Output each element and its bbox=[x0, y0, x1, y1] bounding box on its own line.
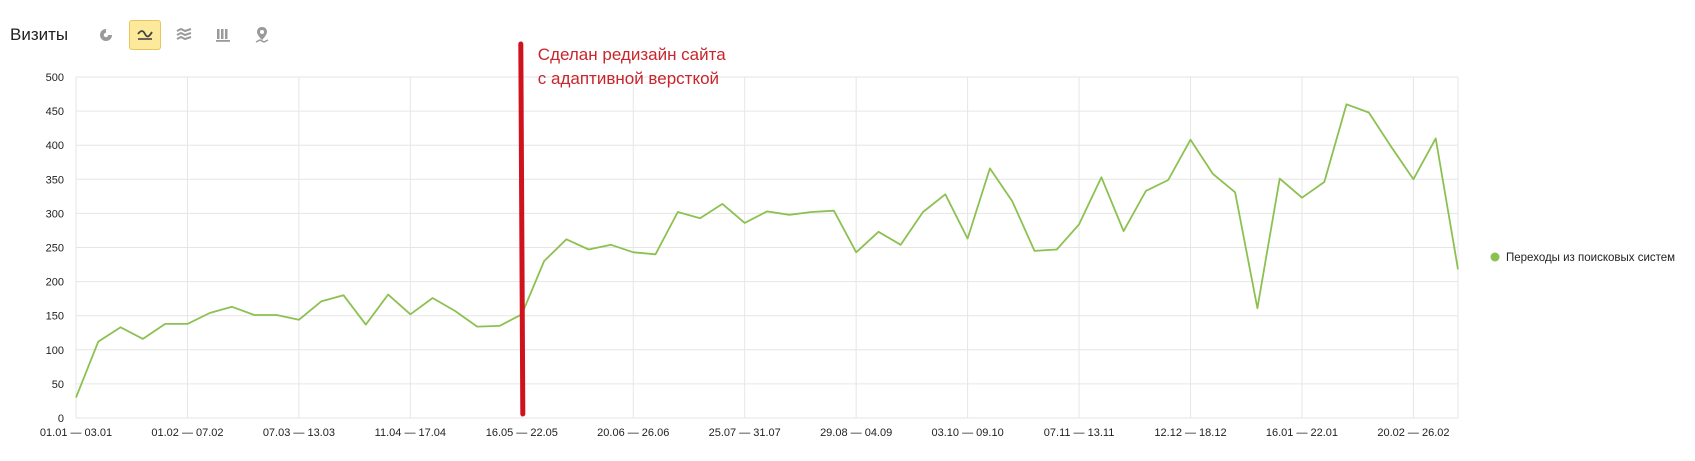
y-tick-label: 300 bbox=[46, 208, 64, 220]
y-tick-label: 250 bbox=[46, 243, 64, 255]
map-pin-icon bbox=[255, 27, 269, 43]
bar-chart-icon bbox=[216, 29, 231, 42]
y-tick-label: 50 bbox=[52, 379, 64, 391]
x-tick-label: 20.06 — 26.06 bbox=[597, 427, 669, 439]
x-tick-label: 20.02 — 26.02 bbox=[1377, 427, 1449, 439]
chart-grid bbox=[75, 76, 1459, 419]
annotation-text-line2: с адаптивной версткой bbox=[538, 69, 719, 88]
pie-chart-button[interactable] bbox=[90, 20, 122, 50]
x-tick-label: 11.04 — 17.04 bbox=[375, 427, 446, 439]
annotation-text-line1: Сделан редизайн сайта bbox=[538, 45, 726, 64]
area-chart-button[interactable] bbox=[168, 20, 200, 50]
y-tick-label: 100 bbox=[46, 345, 64, 357]
x-tick-label: 25.07 — 31.07 bbox=[709, 427, 781, 439]
map-button[interactable] bbox=[246, 20, 278, 50]
y-tick-label: 400 bbox=[46, 140, 64, 152]
x-tick-label: 16.01 — 22.01 bbox=[1266, 427, 1338, 439]
chart-header: Визиты bbox=[10, 18, 285, 52]
line-chart-button[interactable] bbox=[129, 20, 162, 50]
y-tick-label: 350 bbox=[46, 174, 64, 186]
line-chart-icon bbox=[137, 30, 153, 40]
series-line bbox=[75, 103, 1459, 398]
x-tick-label: 07.11 — 13.11 bbox=[1044, 427, 1115, 439]
bar-chart-button[interactable] bbox=[207, 20, 239, 50]
x-axis: 01.01 — 03.01 01.02 — 07.02 07.03 — 13.03 1… bbox=[40, 427, 1450, 439]
y-tick-label: 450 bbox=[46, 106, 64, 118]
x-tick-label: 12.12 — 18.12 bbox=[1154, 427, 1226, 439]
y-tick-label: 500 bbox=[46, 72, 64, 84]
annotation-marker-line bbox=[518, 41, 526, 417]
y-tick-label: 0 bbox=[58, 413, 64, 425]
y-tick-label: 200 bbox=[46, 277, 64, 289]
x-tick-label: 16.05 — 22.05 bbox=[486, 427, 558, 439]
x-tick-label: 03.10 — 09.10 bbox=[932, 427, 1004, 439]
area-chart-icon bbox=[176, 27, 192, 41]
y-tick-label: 150 bbox=[46, 311, 64, 323]
chart-title: Визиты bbox=[10, 25, 69, 44]
pie-chart-icon bbox=[100, 29, 113, 41]
x-tick-label: 29.08 — 04.09 bbox=[820, 427, 892, 439]
legend-item[interactable]: Переходы из поисковых систем bbox=[1490, 252, 1676, 264]
y-axis: 0 50 100 150 200 250 300 350 400 450 500 bbox=[46, 72, 64, 425]
x-tick-label: 01.01 — 03.01 bbox=[40, 427, 112, 439]
x-tick-label: 07.03 — 13.03 bbox=[263, 427, 335, 439]
legend-marker bbox=[1490, 252, 1500, 262]
x-tick-label: 01.02 — 07.02 bbox=[151, 427, 223, 439]
legend-label: Переходы из поисковых систем bbox=[1506, 252, 1675, 264]
